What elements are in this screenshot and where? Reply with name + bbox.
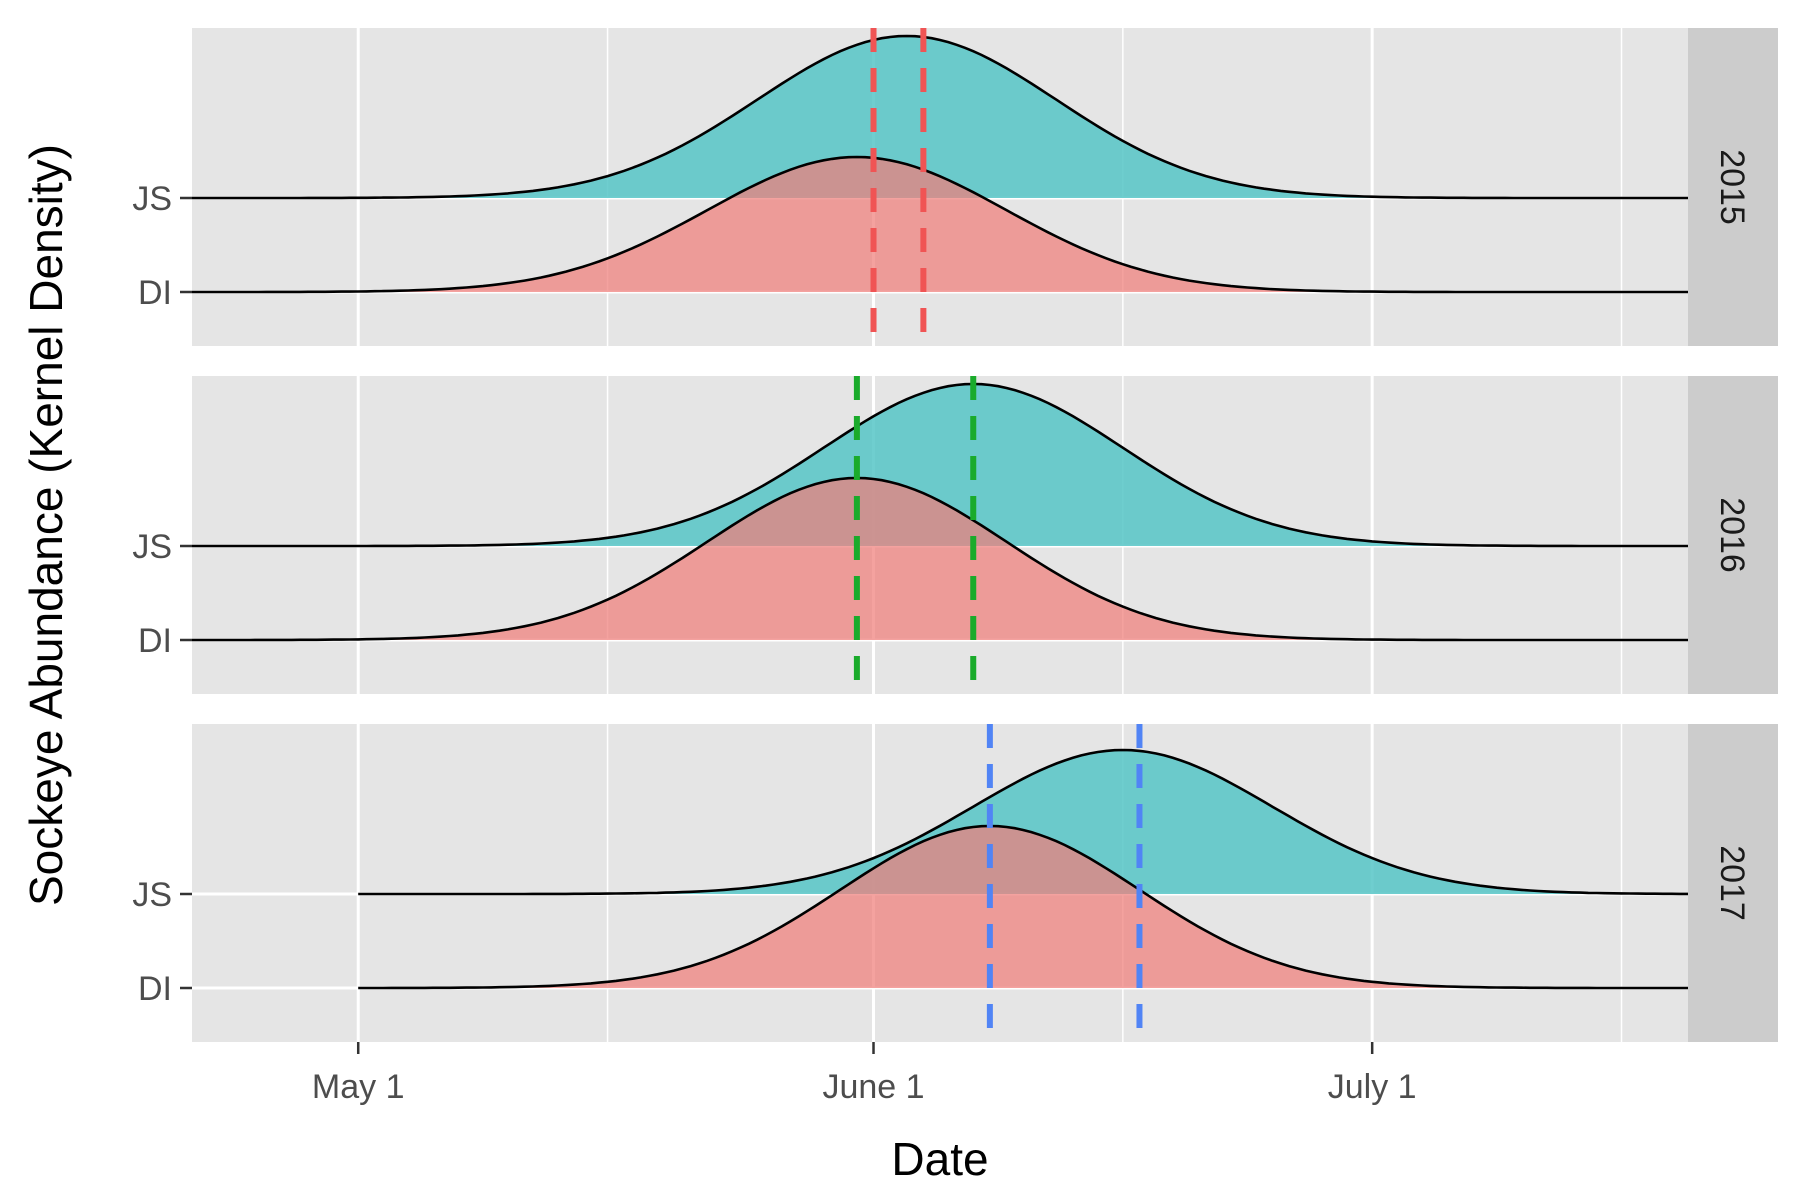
y-tick-label: DI [138, 622, 172, 660]
y-tick-label: JS [132, 180, 172, 218]
ridge-line-di-2017 [358, 824, 1688, 990]
ridge-line-di-2015 [192, 155, 1688, 294]
ridge-fill-di-2016 [192, 478, 1688, 640]
y-tick-label: JS [132, 528, 172, 566]
panel-2015: JS DI 2015 [132, 28, 1778, 346]
x-tick-label: May 1 [312, 1068, 405, 1106]
ridge-fill-js-2015 [192, 36, 1688, 198]
axes-layer: Date Sockeye Abundance (Kernel Density) … [20, 144, 1417, 1185]
y-tick-label: DI [138, 970, 172, 1008]
x-tick-label: June 1 [822, 1068, 924, 1106]
strip-background [1688, 724, 1778, 1042]
panels-layer: JS DI 2015 JS DI 2016 JS DI 2017 [132, 28, 1778, 1042]
ridge-fill-js-2016 [192, 384, 1688, 546]
strip-background [1688, 376, 1778, 694]
ridge-line-js-2017 [358, 748, 1688, 896]
ridge-line-js-2015 [192, 34, 1688, 200]
x-axis-title: Date [891, 1133, 988, 1185]
y-axis-title: Sockeye Abundance (Kernel Density) [20, 144, 72, 906]
strip-label-2015: 2015 [1713, 149, 1751, 225]
y-tick-label: DI [138, 274, 172, 312]
ridge-fill-js-2017 [358, 750, 1689, 894]
ridge-fill-di-2017 [358, 826, 1689, 988]
ridge-line-di-2016 [192, 476, 1688, 642]
strip-label-2016: 2016 [1713, 497, 1751, 573]
strip-label-2017: 2017 [1713, 845, 1751, 921]
y-tick-label: JS [132, 876, 172, 914]
ridge-fill-di-2015 [192, 157, 1688, 292]
strip-background [1688, 28, 1778, 346]
x-tick-label: July 1 [1328, 1068, 1417, 1106]
ridge-line-js-2016 [192, 382, 1688, 548]
panel-2016: JS DI 2016 [132, 376, 1778, 694]
panel-2017: JS DI 2017 [132, 724, 1778, 1042]
